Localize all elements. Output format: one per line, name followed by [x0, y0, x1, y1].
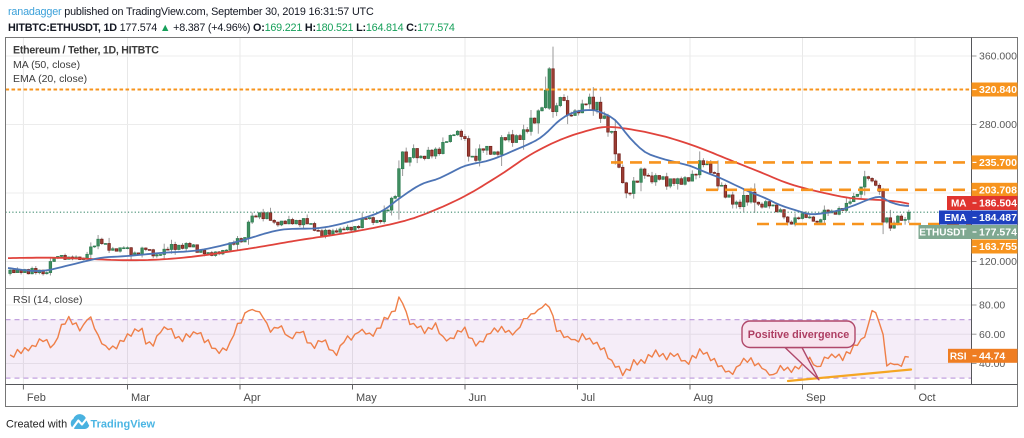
svg-text:Created with: Created with — [6, 419, 67, 431]
svg-text:RSI (14, close): RSI (14, close) — [13, 294, 82, 306]
svg-text:Ethereum / Tether, 1D, HITBTC: Ethereum / Tether, 1D, HITBTC — [13, 45, 159, 57]
svg-text:EMA: EMA — [944, 213, 966, 224]
svg-text:60.00: 60.00 — [979, 329, 1005, 341]
svg-text:177.574: 177.574 — [979, 227, 1017, 239]
svg-text:235.700: 235.700 — [979, 157, 1017, 169]
svg-text:186.504: 186.504 — [979, 198, 1017, 210]
svg-text:80.00: 80.00 — [979, 300, 1005, 312]
svg-text:360.000: 360.000 — [979, 51, 1017, 63]
svg-text:184.487: 184.487 — [979, 212, 1017, 224]
svg-text:Sep: Sep — [806, 392, 826, 404]
svg-text:MA (50, close): MA (50, close) — [13, 59, 80, 71]
svg-text:120.000: 120.000 — [979, 256, 1017, 268]
svg-text:Mar: Mar — [131, 392, 150, 404]
svg-text:Aug: Aug — [694, 392, 714, 404]
svg-text:Jul: Jul — [581, 392, 595, 404]
svg-text:280.000: 280.000 — [979, 119, 1017, 131]
svg-text:TradingView: TradingView — [91, 419, 156, 431]
svg-text:MA: MA — [951, 199, 967, 210]
svg-text:May: May — [356, 392, 377, 404]
svg-text:Apr: Apr — [244, 392, 261, 404]
svg-text:Oct: Oct — [919, 392, 936, 404]
svg-text:Feb: Feb — [27, 392, 46, 404]
svg-text:Positive divergence: Positive divergence — [748, 329, 849, 341]
svg-text:HITBTC:ETHUSDT, 1D 177.574 ▲: HITBTC:ETHUSDT, 1D 177.574 ▲ +8.387 (+4.… — [8, 22, 455, 34]
svg-text:ranadagger published on Tradin: ranadagger published on TradingView.com,… — [8, 6, 374, 18]
svg-text:163.755: 163.755 — [979, 241, 1017, 253]
svg-text:203.708: 203.708 — [979, 184, 1017, 196]
svg-text:320.840: 320.840 — [979, 84, 1017, 96]
svg-text:EMA (20, close): EMA (20, close) — [13, 73, 87, 85]
svg-text:Jun: Jun — [469, 392, 487, 404]
svg-text:44.74: 44.74 — [979, 350, 1005, 362]
svg-text:ETHUSDT: ETHUSDT — [919, 228, 966, 239]
svg-text:RSI: RSI — [950, 351, 967, 362]
